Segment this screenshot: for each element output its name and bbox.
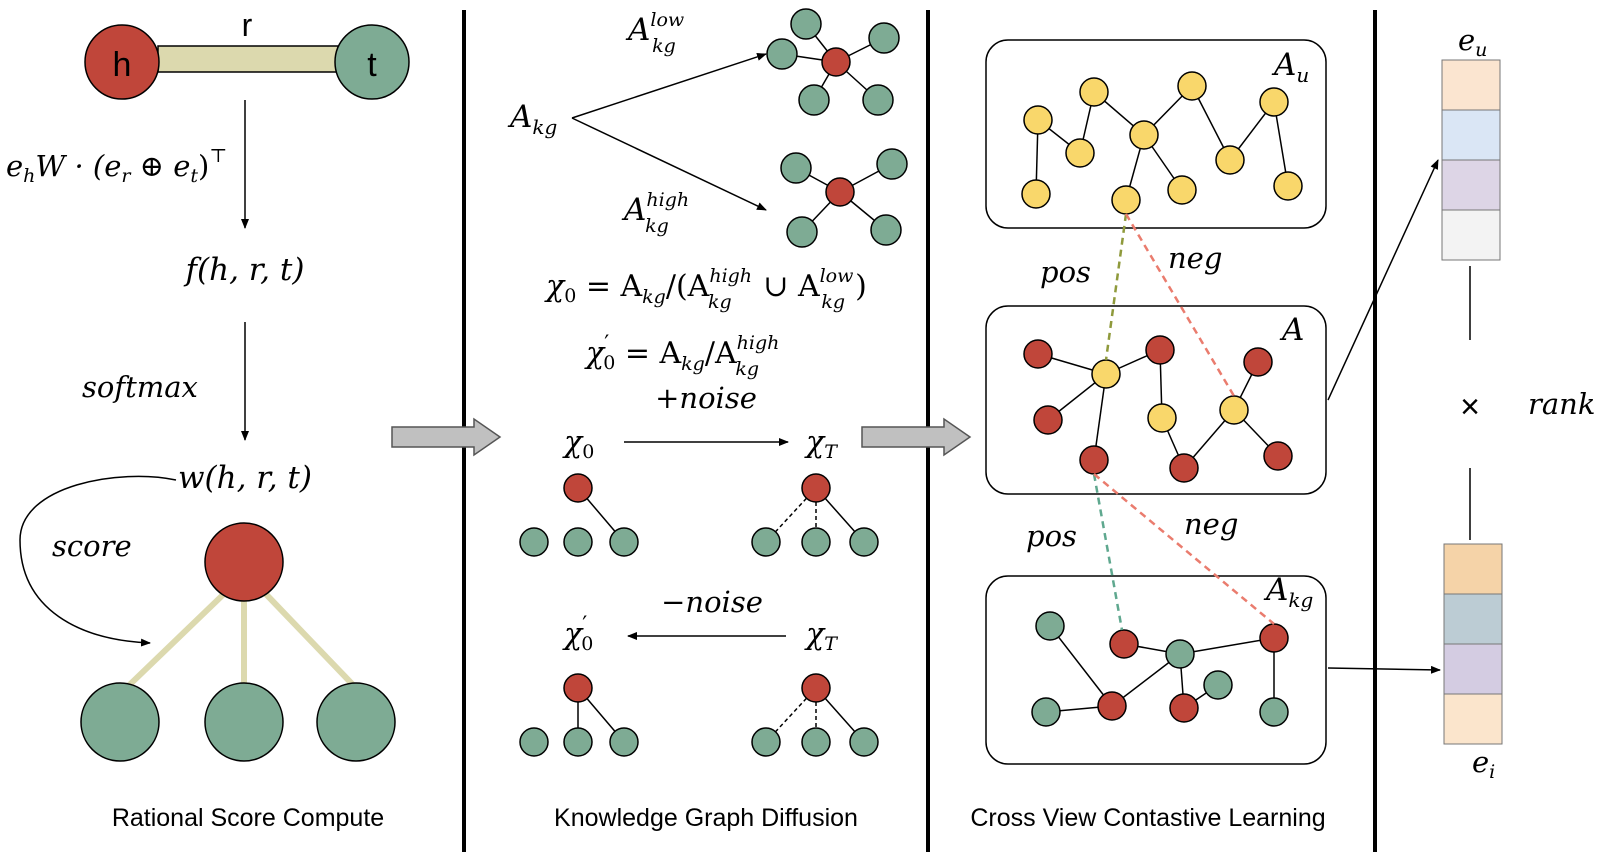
panel-rational-score: r h t ehW · (er ⊕ et)⊤ f(h, r, t) softma… (6, 7, 410, 832)
kg-view-graph (1031, 611, 1289, 727)
high-node (786, 216, 818, 248)
low-node (766, 38, 798, 70)
view-box-main (985, 305, 1327, 495)
relation-edge-r (157, 45, 339, 73)
block-arrow-1 (391, 417, 502, 457)
item-embedding-segment-1 (1443, 543, 1503, 595)
relation-label-r: r (242, 7, 253, 43)
chi0-prime-equation: χ′ 0 = Akg/Ahigh kg (584, 332, 779, 380)
item-embedding-segment-2 (1443, 593, 1503, 645)
leaf-green-node-3 (316, 682, 396, 762)
item-embedding-segment-3 (1443, 643, 1503, 695)
A-kg-high-label: Ahigh kg (621, 189, 689, 237)
pos-label-top: pos (1040, 255, 1091, 289)
score-curve-arrow (19, 475, 177, 647)
panel-caption-contrastive: Cross View Contastive Learning (970, 804, 1325, 832)
score-label: score (52, 529, 132, 563)
low-subgraph (766, 8, 900, 116)
chiT-label: χT (804, 425, 838, 463)
softmax-label: softmax (82, 370, 198, 404)
high-node (870, 214, 902, 246)
A-kg-low-label: Alow kg (625, 9, 684, 57)
main-view-graph (1023, 335, 1293, 483)
user-embedding-segment-1 (1441, 59, 1501, 111)
item-embedding-segment-4 (1443, 693, 1503, 745)
chi0-prime-tree (519, 673, 639, 757)
tail-node-label: t (367, 46, 377, 84)
A-label: A (1279, 312, 1304, 348)
plus-noise-label: +noise (655, 381, 757, 415)
chi0-label: χ0 (562, 425, 594, 463)
high-node (876, 148, 908, 180)
arrow-to-low (571, 53, 767, 119)
user-embedding-vector (1441, 59, 1501, 261)
view-box-kg (985, 575, 1327, 765)
neg-label-bottom: neg (1184, 507, 1238, 541)
low-node (790, 8, 822, 40)
panel-caption-rational: Rational Score Compute (112, 804, 384, 832)
block-arrow-2 (861, 417, 972, 457)
user-view-graph (1021, 71, 1303, 215)
leaf-green-node-1 (80, 682, 160, 762)
high-node (780, 152, 812, 184)
f-function-label: f(h, r, t) (184, 252, 305, 288)
panel-caption-diffusion: Knowledge Graph Diffusion (554, 804, 858, 832)
panel-contrastive: Au A Akg (970, 39, 1327, 832)
chiT-tree (751, 473, 879, 557)
leaf-green-node-2 (204, 682, 284, 762)
rank-label: rank (1528, 387, 1595, 421)
arrow-main-to-user (1327, 159, 1439, 401)
arrow-kg-to-item (1327, 665, 1441, 674)
pos-link-bottom (1092, 473, 1124, 631)
e-i-label: ei (1472, 745, 1495, 783)
weighted-edge-3 (259, 587, 359, 691)
e-u-label: eu (1458, 23, 1487, 61)
head-node-h (84, 24, 160, 100)
neg-label-top: neg (1168, 241, 1222, 275)
tail-node-t (334, 24, 410, 100)
high-subgraph (780, 148, 908, 248)
low-node (862, 84, 894, 116)
pos-link-top (1104, 213, 1128, 361)
score-formula: ehW · (er ⊕ et)⊤ (6, 145, 227, 187)
chiT-label-2: χT (804, 617, 838, 655)
w-function-label: w(h, r, t) (178, 460, 312, 496)
center-red-node (204, 522, 284, 602)
A-kg-label: Akg (507, 99, 557, 139)
chi0-prime-label: χ′ 0 (562, 613, 593, 655)
panel-kg-diffusion: Akg Alow kg Ahigh kg χ0 = Akg/(Ahigh kg ∪ A… (507, 8, 908, 832)
chiT-tree-2 (751, 673, 879, 757)
low-center-node (821, 47, 851, 77)
chi0-equation: χ0 = Akg/(Ahigh kg ∪ Alow kg) (544, 265, 867, 313)
user-embedding-segment-3 (1441, 159, 1501, 211)
low-node (798, 84, 830, 116)
low-node (868, 22, 900, 54)
high-center-node (825, 177, 855, 207)
head-node-label: h (113, 46, 132, 84)
minus-noise-label: −noise (661, 585, 763, 619)
A-u-label: Au (1271, 47, 1309, 87)
neg-link-bottom (1093, 473, 1275, 625)
user-embedding-segment-4 (1441, 209, 1501, 261)
weighted-edge-1 (117, 587, 231, 697)
user-embedding-segment-2 (1441, 109, 1501, 161)
multiply-symbol: × (1460, 388, 1480, 426)
A-kg-view-label: Akg (1263, 572, 1313, 612)
pos-label-bottom: pos (1026, 519, 1077, 553)
arrow-to-high (571, 117, 767, 211)
item-embedding-vector (1443, 543, 1503, 745)
chi0-tree (519, 473, 639, 557)
panel-rank: eu ei × rank (1327, 23, 1595, 783)
